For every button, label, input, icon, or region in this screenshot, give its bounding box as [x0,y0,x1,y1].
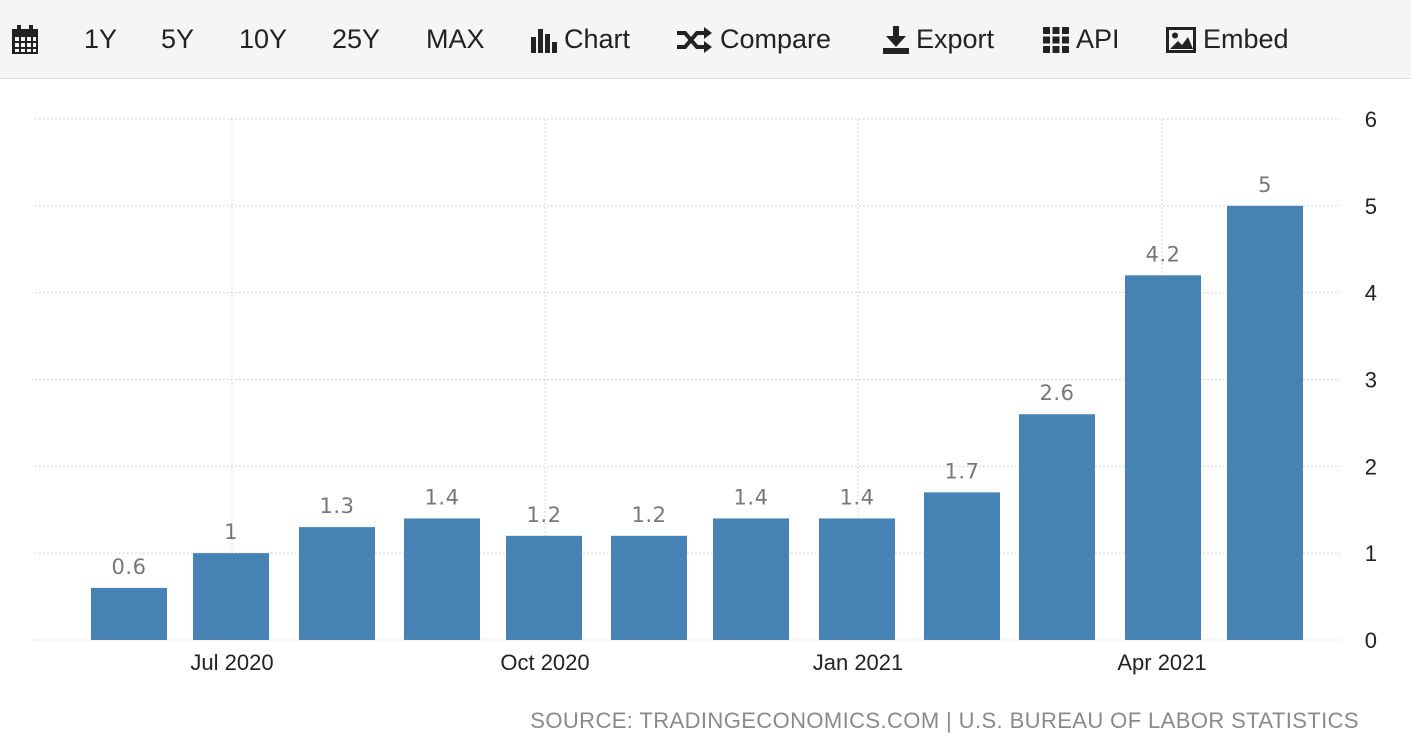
bar-2020-11 [611,535,687,640]
data-label-2021-05: 5 [1258,173,1272,197]
y-tick-label-4: 4 [1365,281,1377,306]
bar-2020-09 [404,518,480,640]
data-labels: 0.6 1 1.3 1.4 1.2 1.2 1.4 1.4 1.7 2.6 4.2 5 [112,173,1272,579]
range-1y-label: 1Y [84,24,118,54]
data-label-2020-10: 1.2 [527,503,562,527]
data-label-2020-12: 1.4 [734,485,769,509]
y-tick-label-0: 0 [1365,628,1377,653]
range-25y-button[interactable]: 25Y [332,0,380,79]
range-5y-button[interactable]: 5Y [161,0,194,79]
x-tick-label-2020-10: Oct 2020 [500,650,589,675]
range-10y-button[interactable]: 10Y [239,0,287,79]
bar-2021-03 [1019,414,1095,640]
bar-2020-06 [91,587,167,640]
source-note: SOURCE: TRADINGECONOMICS.COM | U.S. BURE… [530,708,1359,733]
image-icon [1166,26,1196,53]
toolbar: 1Y 5Y 10Y 25Y MAX Chart Compare Export [0,0,1411,79]
y-tick-label-2: 2 [1365,454,1377,479]
calendar-button[interactable] [11,0,46,79]
data-label-2021-02: 1.7 [945,459,980,483]
data-label-2020-11: 1.2 [632,503,667,527]
y-tick-label-1: 1 [1365,541,1377,566]
data-label-2021-04: 4.2 [1146,242,1181,266]
bar-chart-icon [531,28,557,53]
data-label-2021-01: 1.4 [840,485,875,509]
range-25y-label: 25Y [332,24,381,54]
range-max-button[interactable]: MAX [426,0,485,79]
export-label: Export [916,24,995,54]
bar-2021-02 [924,492,1000,640]
data-label-2020-07: 1 [224,520,238,544]
y-tick-label-5: 5 [1365,194,1377,219]
y-tick-label-3: 3 [1365,368,1377,393]
embed-label: Embed [1203,24,1289,54]
range-10y-label: 10Y [239,24,288,54]
x-tick-label-2021-04: Apr 2021 [1117,650,1206,675]
compare-label: Compare [720,24,832,54]
bar-2021-05 [1227,205,1303,640]
download-icon [883,25,909,54]
bar-2020-12 [713,518,789,640]
shuffle-icon [677,26,712,53]
bar-2021-04 [1125,275,1201,640]
data-label-2020-09: 1.4 [425,485,460,509]
data-label-2020-06: 0.6 [112,555,147,579]
bar-2021-01 [819,518,895,640]
x-axis: Jul 2020 Oct 2020 Jan 2021 Apr 2021 [190,650,1206,675]
bar-2020-07 [193,553,269,640]
range-1y-button[interactable]: 1Y [84,0,117,79]
api-label: API [1076,24,1120,54]
y-tick-label-6: 6 [1365,107,1377,132]
export-button[interactable]: Export [883,0,994,79]
api-button[interactable]: API [1043,0,1120,79]
bar-2020-08 [299,527,375,640]
compare-button[interactable]: Compare [677,0,831,79]
calendar-icon [12,24,38,54]
range-5y-label: 5Y [161,24,195,54]
bars [91,205,1303,640]
grid-icon [1043,26,1069,53]
y-axis: 0 1 2 3 4 5 6 [1365,107,1377,653]
embed-button[interactable]: Embed [1166,0,1289,79]
data-label-2020-08: 1.3 [320,494,355,518]
data-label-2021-03: 2.6 [1040,381,1075,405]
bar-chart: 0.6 1 1.3 1.4 1.2 1.2 1.4 1.4 1.7 2.6 4.2 5 0 1 2 3 4 5 6… [35,107,1377,675]
x-tick-label-2020-07: Jul 2020 [190,650,273,675]
x-tick-label-2021-01: Jan 2021 [813,650,904,675]
chart-button[interactable]: Chart [531,0,630,79]
bar-2020-10 [506,535,582,640]
range-max-label: MAX [426,24,485,54]
chart-label: Chart [564,24,631,54]
